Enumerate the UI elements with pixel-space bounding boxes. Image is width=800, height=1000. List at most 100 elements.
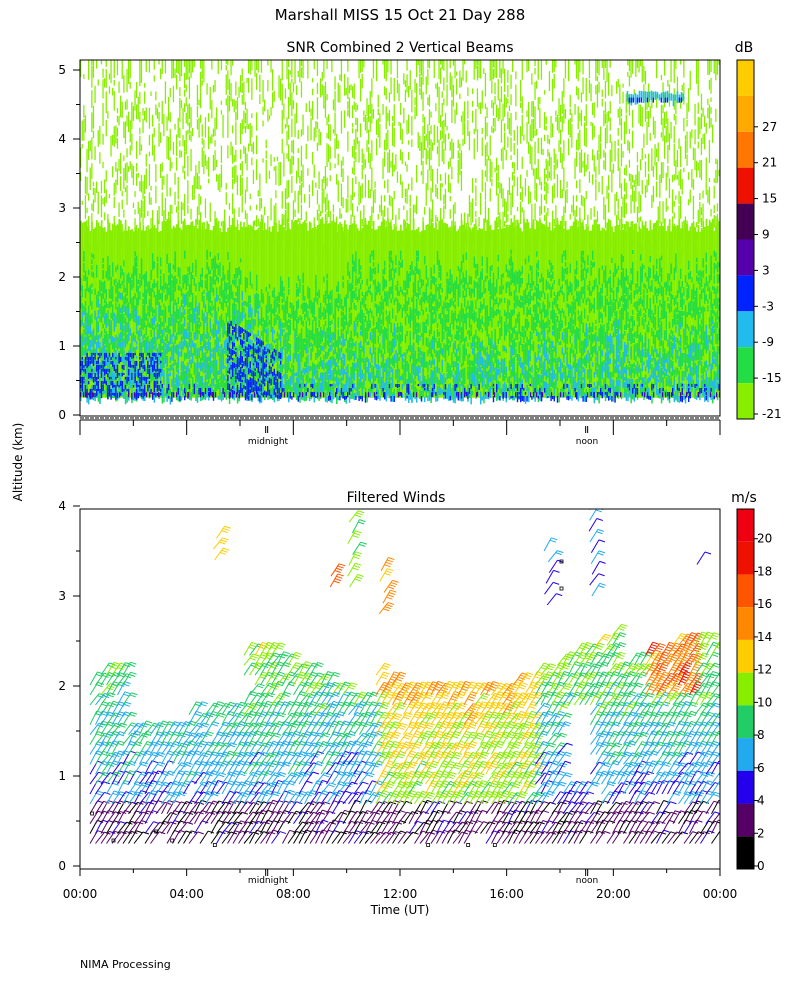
snr-cell <box>382 380 384 387</box>
snr-cell <box>134 269 136 276</box>
snr-cell <box>286 153 288 159</box>
snr-cell <box>150 323 152 329</box>
snr-cell <box>241 364 243 369</box>
snr-cell <box>256 349 258 354</box>
snr-cell <box>233 340 236 345</box>
snr-cell <box>328 318 330 328</box>
snr-cell <box>260 392 263 395</box>
snr-cell <box>355 251 357 261</box>
snr-cell <box>163 114 165 137</box>
snr-cell <box>300 387 303 395</box>
snr-cell <box>273 287 276 293</box>
snr-cell <box>382 365 384 371</box>
snr-cell <box>273 330 276 334</box>
snr-cell <box>371 383 373 390</box>
snr-cell <box>132 266 135 276</box>
snr-cell <box>206 321 208 326</box>
snr-cell <box>113 221 116 398</box>
snr-cell <box>169 281 172 288</box>
snr-cell <box>137 285 140 294</box>
snr-cell <box>241 372 243 377</box>
snr-cell <box>145 376 147 382</box>
snr-cell <box>164 342 167 348</box>
snr-cell <box>385 221 387 226</box>
snr-cell <box>352 278 354 284</box>
snr-cell <box>270 370 272 374</box>
snr-cell <box>244 354 247 357</box>
snr-cell <box>275 314 277 323</box>
snr-cell <box>350 224 353 398</box>
snr-cell <box>300 382 303 390</box>
snr-cell <box>140 330 143 336</box>
snr-cell <box>384 395 386 400</box>
snr-cell <box>102 360 104 365</box>
snr-cell <box>267 333 269 344</box>
snr-cell <box>200 279 202 287</box>
snr-cell <box>166 135 168 159</box>
snr-cell <box>331 355 333 364</box>
snr-cell <box>100 180 103 194</box>
snr-cell <box>291 386 293 394</box>
snr-cell <box>345 396 348 404</box>
snr-cell <box>163 315 165 324</box>
snr-cell <box>300 346 303 356</box>
snr-cell <box>142 108 144 116</box>
snr-cell <box>220 100 223 105</box>
snr-cell <box>390 196 392 207</box>
snr-cell <box>123 395 125 399</box>
snr-cell <box>156 220 159 398</box>
snr-cell <box>153 309 156 314</box>
snr-cell <box>110 360 112 365</box>
snr-cell <box>276 386 279 394</box>
snr-cell <box>264 222 266 238</box>
snr-cell <box>318 337 320 347</box>
snr-cell <box>256 286 258 291</box>
snr-cell <box>152 373 154 381</box>
snr-cell <box>136 267 138 275</box>
snr-cell <box>83 74 85 80</box>
snr-cell <box>160 132 162 143</box>
snr-cell <box>92 181 95 187</box>
snr-cell <box>366 140 368 152</box>
snr-cell <box>294 190 296 203</box>
snr-cell <box>238 365 240 370</box>
snr-cell <box>91 352 93 358</box>
snr-cell <box>336 362 338 367</box>
snr-cell <box>147 317 149 327</box>
snr-cell <box>102 294 104 299</box>
snr-cell <box>81 315 84 323</box>
snr-cell <box>193 176 195 195</box>
snr-cell <box>281 110 283 134</box>
snr-cell <box>315 352 317 360</box>
snr-cell <box>188 266 191 275</box>
snr-cell <box>339 369 341 377</box>
snr-cell <box>110 288 112 299</box>
snr-cell <box>152 283 154 292</box>
snr-cell <box>124 187 127 193</box>
snr-cell <box>206 279 208 290</box>
snr-cell <box>182 202 184 211</box>
snr-cell <box>272 328 274 336</box>
snr-cell <box>152 114 154 127</box>
snr-cell <box>241 340 243 346</box>
snr-cell <box>296 343 298 352</box>
snr-cell <box>161 339 164 344</box>
snr-cell <box>256 60 258 71</box>
snr-cell <box>347 291 349 299</box>
snr-cell <box>84 336 87 342</box>
snr-cell <box>262 357 264 362</box>
snr-cell <box>209 136 211 144</box>
snr-cell <box>230 348 232 354</box>
snr-cell <box>180 324 183 332</box>
snr-cell <box>105 313 108 318</box>
snr-cell <box>307 376 309 384</box>
snr-cell <box>385 60 387 82</box>
snr-cell <box>273 395 276 403</box>
snr-cell <box>364 159 367 168</box>
snr-cell <box>296 379 298 387</box>
snr-cell <box>280 352 282 359</box>
snr-cell <box>347 101 349 110</box>
snr-cell <box>251 125 253 138</box>
snr-cell <box>355 317 357 323</box>
snr-cell <box>356 332 359 338</box>
